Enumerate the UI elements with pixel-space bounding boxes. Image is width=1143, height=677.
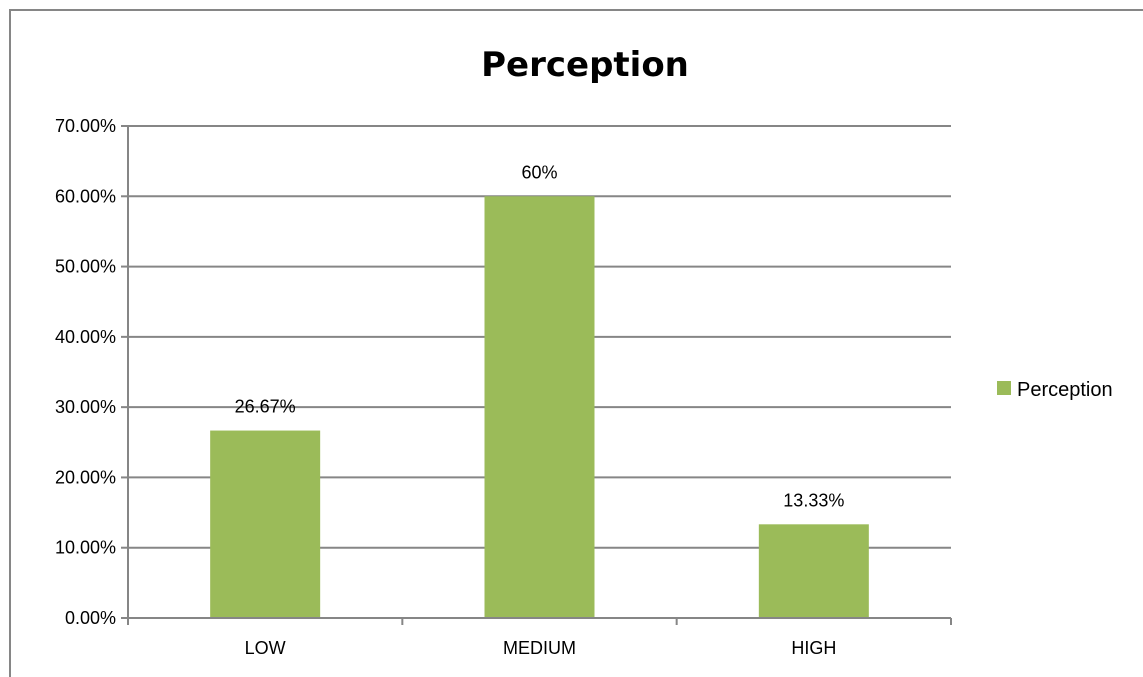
x-tick-label: HIGH — [791, 638, 836, 658]
bar-low — [210, 430, 321, 618]
chart-frame — [9, 9, 1143, 677]
x-tick-label: MEDIUM — [503, 638, 576, 658]
y-tick-label: 0.00% — [65, 608, 116, 628]
y-tick-label: 40.00% — [55, 327, 116, 347]
data-labels: 26.67% 60% 13.33% — [235, 162, 845, 510]
y-axis-tick-labels: 0.00% 10.00% 20.00% 30.00% 40.00% 50.00% 60.00… — [55, 116, 116, 628]
data-label: 26.67% — [235, 397, 296, 417]
legend: Perception — [997, 379, 1113, 401]
x-axis-tick-labels: LOW MEDIUM HIGH — [245, 638, 837, 658]
y-tick-label: 50.00% — [55, 257, 116, 277]
legend-swatch — [997, 381, 1011, 395]
y-tick-label: 60.00% — [55, 186, 116, 206]
y-tick-label: 70.00% — [55, 116, 116, 136]
bar-high — [758, 524, 869, 618]
data-label: 60% — [521, 162, 557, 182]
bars — [210, 196, 869, 619]
bar-medium — [484, 196, 595, 619]
y-tick-label: 20.00% — [55, 467, 116, 487]
axes — [121, 125, 952, 625]
data-label: 13.33% — [783, 490, 844, 510]
legend-label-perception: Perception — [1017, 379, 1113, 401]
x-tick-label: LOW — [245, 638, 286, 658]
y-tick-label: 30.00% — [55, 397, 116, 417]
chart-title: Perception — [481, 45, 689, 85]
y-tick-label: 10.00% — [55, 538, 116, 558]
